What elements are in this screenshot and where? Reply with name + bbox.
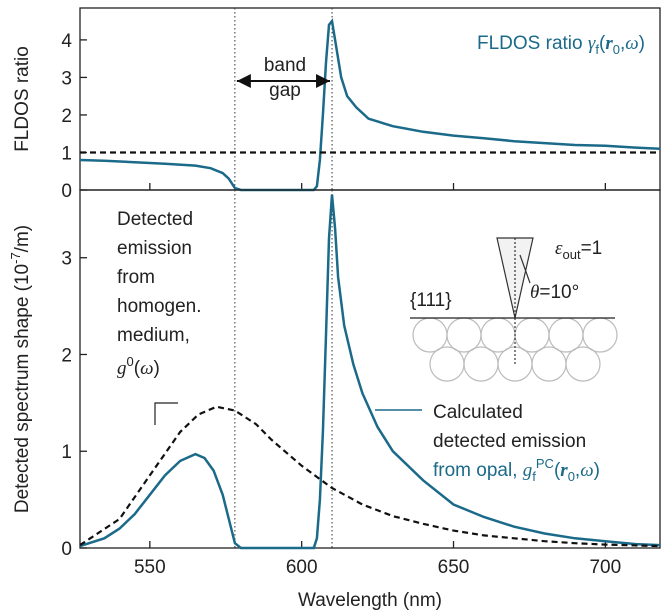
math-part: ω: [580, 460, 593, 481]
plot-frame: [79, 189, 661, 549]
x-tick-label: 650: [438, 557, 470, 578]
y-tick-label: 3: [61, 249, 72, 270]
dashed-curve-label: from: [117, 267, 155, 288]
inset-theta: θ=10°: [530, 282, 579, 303]
math-part: out: [563, 247, 581, 262]
math-part: from opal,: [433, 460, 523, 481]
blue-curve-label: detected emission: [433, 431, 586, 452]
y-tick-label: 1: [61, 442, 72, 463]
x-tick-label: 700: [589, 557, 621, 578]
arrow-head: [236, 74, 251, 88]
dashed-curve-math: g0(ω): [117, 354, 160, 379]
math-part: f: [595, 42, 599, 57]
band-gap-label: gap: [269, 80, 301, 101]
math-part: ω: [140, 358, 153, 379]
math-part: Detected spectrum shape (10: [12, 264, 33, 513]
data-line: [79, 194, 661, 550]
x-tick-label: 600: [286, 557, 318, 578]
math-part: ): [594, 460, 600, 481]
math-part: 0: [568, 469, 575, 484]
y-tick-label: 4: [61, 31, 72, 52]
math-part: f: [532, 469, 536, 484]
math-part: ε: [555, 238, 563, 259]
arrow-head: [316, 74, 331, 88]
math-part: ): [639, 33, 645, 54]
dashed-curve-label: Detected: [117, 209, 193, 230]
data-line: [79, 18, 661, 192]
data-line: [79, 405, 661, 548]
math-part: /m): [12, 225, 33, 252]
y-tick-label: 1: [61, 143, 72, 164]
math-part: ): [153, 358, 159, 379]
math-part: r: [605, 33, 613, 54]
dashed-curve-label: medium,: [117, 325, 190, 346]
label-leader: [154, 402, 178, 425]
math-part: =1: [581, 238, 603, 259]
math-part: (: [599, 33, 606, 54]
y-tick-label: 0: [61, 539, 72, 560]
math-part: g: [523, 460, 533, 481]
math-part: ω: [625, 33, 638, 54]
math-part: ,: [620, 33, 625, 54]
inset-diagram: [410, 237, 618, 382]
blue-curve-math: from opal, gfPC(r0,ω): [433, 456, 600, 484]
math-part: ,: [575, 460, 580, 481]
math-part: (: [554, 460, 561, 481]
y-tick-label: 2: [61, 345, 72, 366]
y-tick-label: 3: [61, 68, 72, 89]
dashed-curve-label: homogen.: [117, 296, 202, 317]
y-tick-label: 2: [61, 106, 72, 127]
blue-curve-label: Calculated: [433, 402, 523, 423]
math-part: FLDOS ratio: [477, 33, 588, 54]
facet-label: {111}: [410, 290, 452, 311]
x-axis-label: Wavelength (nm): [298, 590, 442, 611]
math-part: =10°: [539, 282, 579, 303]
math-part: PC: [536, 456, 554, 471]
band-gap-label: band: [264, 55, 306, 76]
math-part: 0: [613, 42, 620, 57]
math-part: (: [134, 358, 141, 379]
y-axis-label: FLDOS ratio: [12, 46, 33, 152]
y-axis-label: Detected spectrum shape (10-7/m): [8, 225, 33, 513]
dashed-curve-label: emission: [117, 238, 192, 259]
math-part: θ: [530, 282, 539, 303]
math-part: g: [117, 358, 127, 379]
math-part: 0: [127, 354, 134, 369]
math-part: γ: [588, 33, 596, 54]
math-part: -7: [8, 252, 23, 264]
inset-eps: εout=1: [555, 238, 602, 262]
series-annotation: FLDOS ratio γf(r0,ω): [477, 33, 645, 57]
math-part: r: [560, 460, 568, 481]
y-tick-label: 0: [61, 181, 72, 202]
x-tick-label: 550: [134, 557, 166, 578]
